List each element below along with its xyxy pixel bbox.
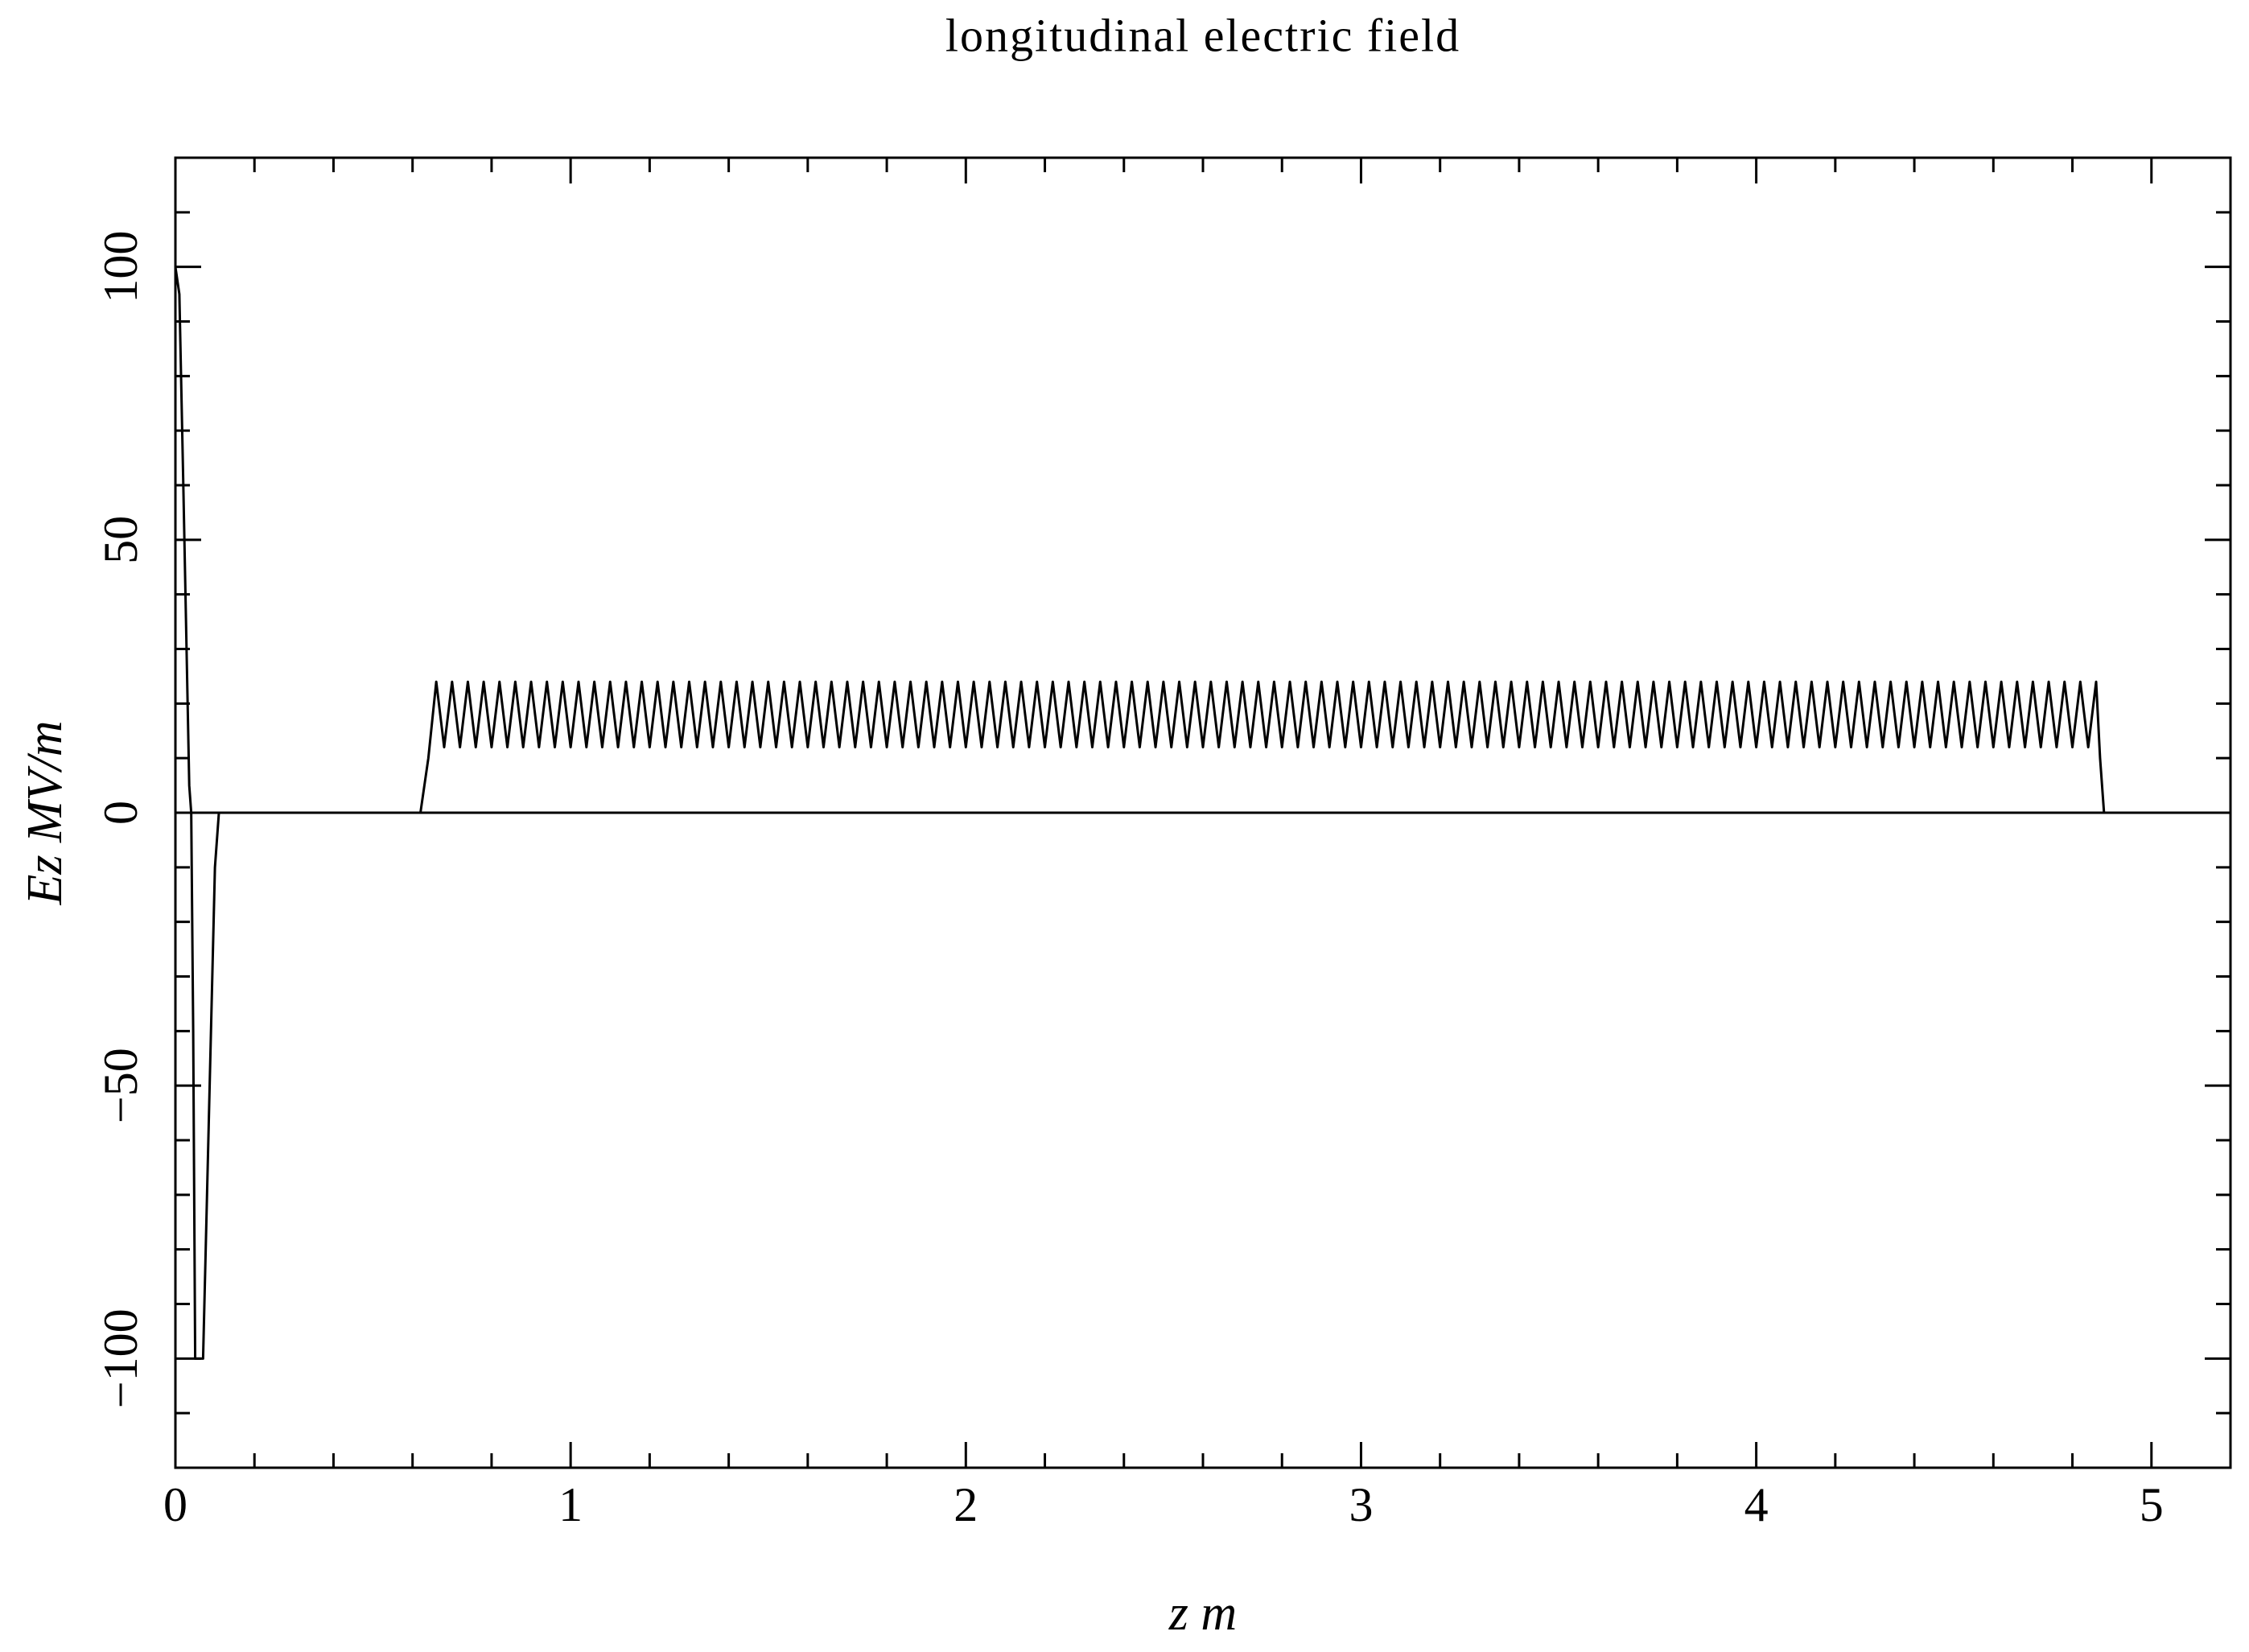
y-tick-label: 100 <box>94 231 147 303</box>
y-tick-label: −100 <box>94 1308 147 1408</box>
x-tick-label: 2 <box>954 1478 978 1531</box>
chart-title: longitudinal electric field <box>945 9 1460 61</box>
y-axis-label: Ez MV/m <box>18 720 72 905</box>
y-tick-label: 0 <box>94 801 147 825</box>
y-tick-label: 50 <box>94 516 147 564</box>
x-tick-label: 3 <box>1349 1478 1373 1531</box>
x-tick-label: 1 <box>558 1478 583 1531</box>
y-tick-label: −50 <box>94 1048 147 1123</box>
data-line <box>174 266 2230 1360</box>
x-tick-label: 4 <box>1744 1478 1769 1531</box>
x-axis-label: z m <box>1168 1586 1237 1641</box>
x-tick-label: 5 <box>2140 1478 2164 1531</box>
x-tick-label: 0 <box>163 1478 187 1531</box>
